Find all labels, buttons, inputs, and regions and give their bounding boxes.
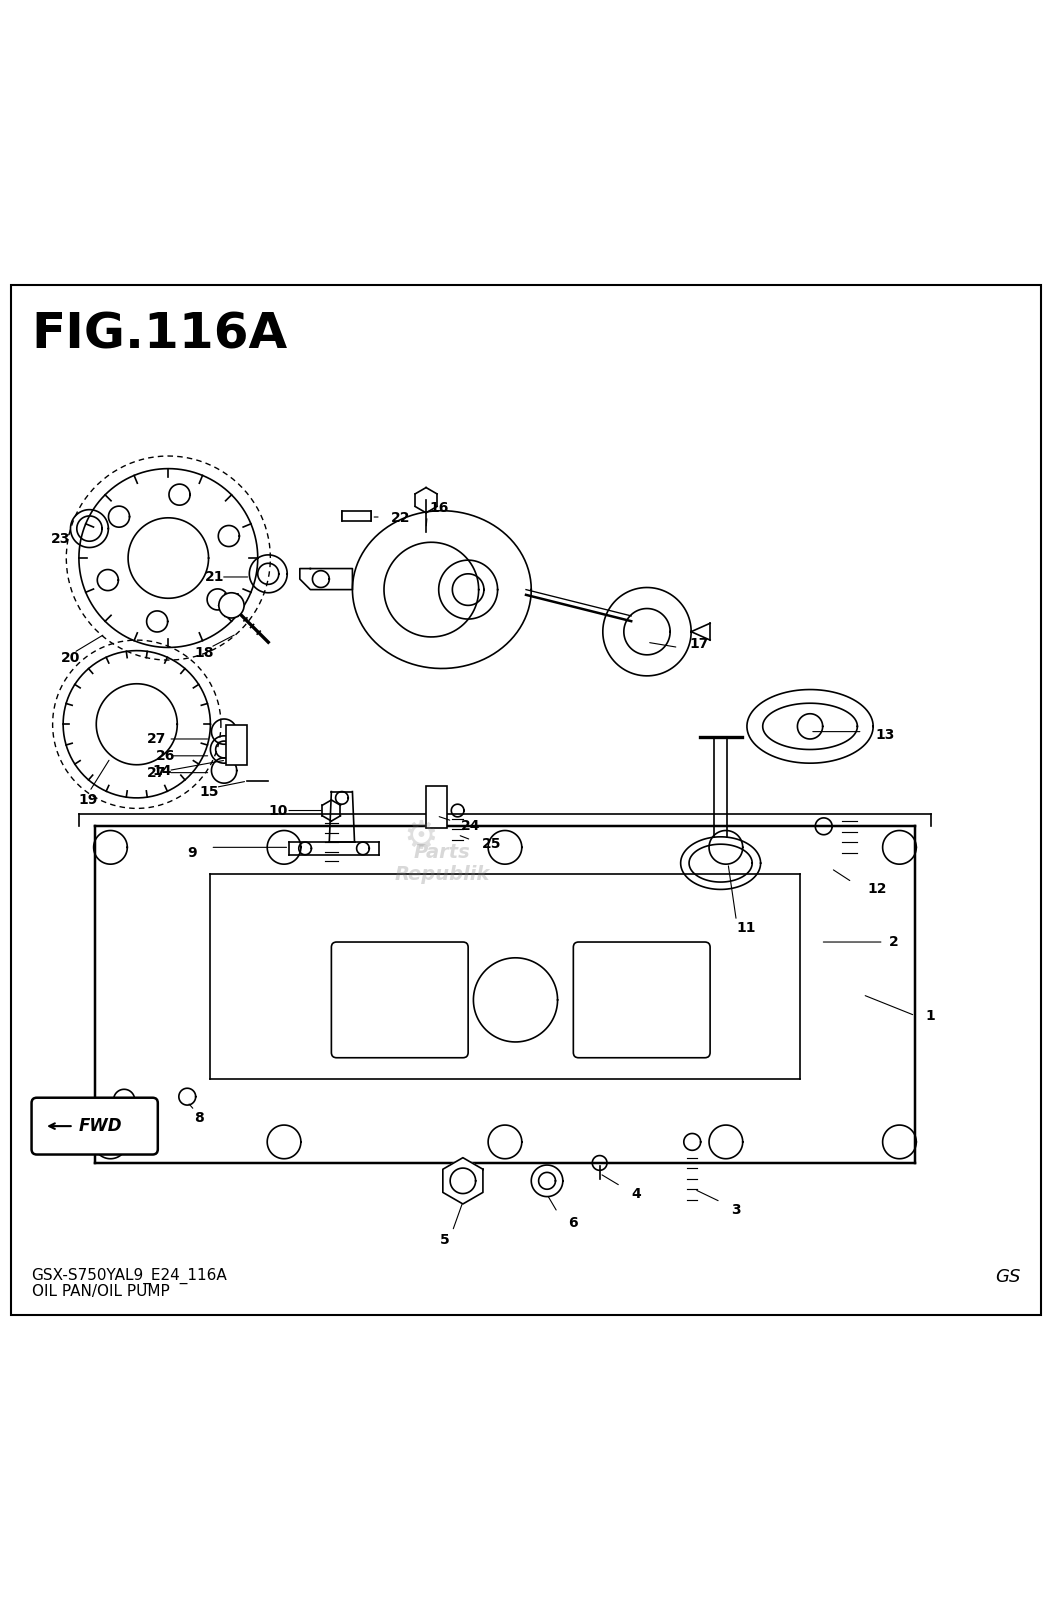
Bar bbox=[342, 510, 371, 522]
Text: 13: 13 bbox=[875, 728, 894, 742]
Text: 1: 1 bbox=[926, 1008, 935, 1022]
Text: OIL PAN/OIL PUMP: OIL PAN/OIL PUMP bbox=[32, 1283, 169, 1299]
Text: 17: 17 bbox=[689, 637, 708, 651]
Text: 19: 19 bbox=[79, 794, 98, 806]
Text: 21: 21 bbox=[205, 570, 225, 584]
Text: 23: 23 bbox=[50, 533, 69, 546]
Text: 3: 3 bbox=[731, 1203, 741, 1218]
Text: 7: 7 bbox=[89, 1117, 99, 1131]
FancyBboxPatch shape bbox=[32, 1098, 158, 1155]
Text: GS: GS bbox=[995, 1269, 1020, 1286]
Text: 26: 26 bbox=[156, 749, 175, 763]
FancyBboxPatch shape bbox=[573, 942, 710, 1058]
Text: GSX-S750YAL9_E24_116A: GSX-S750YAL9_E24_116A bbox=[32, 1269, 227, 1285]
Text: FWD: FWD bbox=[78, 1117, 122, 1134]
Text: 14: 14 bbox=[153, 763, 173, 778]
Text: FIG.116A: FIG.116A bbox=[32, 310, 288, 358]
Text: 8: 8 bbox=[195, 1110, 204, 1125]
Text: 16: 16 bbox=[429, 501, 448, 515]
FancyBboxPatch shape bbox=[331, 942, 468, 1058]
Text: 20: 20 bbox=[61, 651, 80, 666]
Circle shape bbox=[219, 592, 244, 618]
Text: 9: 9 bbox=[187, 845, 197, 859]
Bar bbox=[226, 725, 247, 765]
Text: 4: 4 bbox=[631, 1187, 641, 1202]
Text: 11: 11 bbox=[736, 922, 756, 936]
Text: 5: 5 bbox=[440, 1232, 449, 1246]
Text: 18: 18 bbox=[195, 646, 215, 659]
Text: 27: 27 bbox=[147, 766, 166, 779]
Polygon shape bbox=[443, 1158, 483, 1203]
Text: 2: 2 bbox=[889, 934, 898, 949]
Text: 10: 10 bbox=[268, 803, 287, 818]
Bar bbox=[426, 786, 447, 829]
Text: 27: 27 bbox=[147, 731, 166, 746]
Text: 22: 22 bbox=[391, 510, 411, 525]
Text: 6: 6 bbox=[568, 1216, 578, 1230]
Text: Parts
Republik: Parts Republik bbox=[394, 843, 489, 883]
Text: 15: 15 bbox=[200, 784, 220, 798]
Text: 25: 25 bbox=[482, 837, 502, 851]
Text: 24: 24 bbox=[461, 819, 481, 834]
Text: ⚙: ⚙ bbox=[403, 818, 439, 856]
Text: 12: 12 bbox=[868, 883, 888, 896]
